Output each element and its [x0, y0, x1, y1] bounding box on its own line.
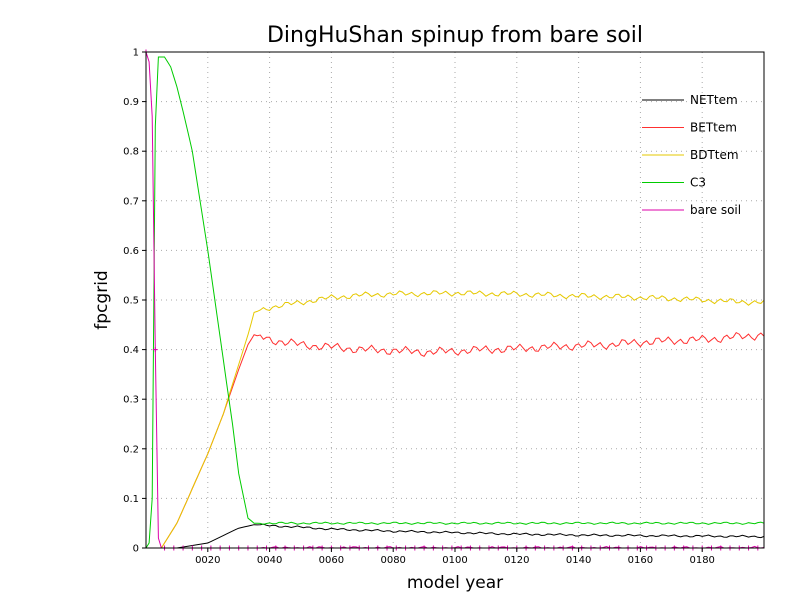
y-tick-label: 0.2 — [123, 444, 139, 455]
series-line-c3 — [145, 56, 765, 549]
series-line-bettem — [146, 331, 765, 549]
y-axis-label: fpcgrid — [92, 270, 112, 329]
x-tick-label: 0180 — [689, 555, 714, 566]
y-tick-label: 1 — [133, 48, 139, 59]
x-tick-label: 0080 — [380, 555, 405, 566]
x-tick-label: 0100 — [442, 555, 467, 566]
legend-label: BETtem — [690, 121, 737, 135]
series-line-nettem — [146, 523, 765, 549]
y-tick-label: 0.8 — [123, 147, 139, 158]
x-tick-label: 0060 — [319, 555, 344, 566]
y-tick-label: 0.9 — [123, 97, 139, 108]
y-tick-label: 0.3 — [123, 395, 139, 406]
y-tick-label: 0 — [133, 544, 139, 555]
x-tick-label: 0140 — [566, 555, 591, 566]
y-tick-label: 0.1 — [123, 494, 139, 505]
x-tick-label: 0120 — [504, 555, 529, 566]
legend: NETtem BETtem BDTtem C3 bare soil — [642, 93, 741, 217]
legend-label: BDTtem — [690, 148, 739, 162]
series-marker-bare-soil — [152, 347, 158, 353]
series-line-bdttem — [146, 290, 765, 549]
y-tick-label: 0.7 — [123, 196, 139, 207]
legend-label: bare soil — [690, 203, 741, 217]
y-tick-label: 0.5 — [123, 296, 139, 307]
x-tick-label: 0160 — [628, 555, 653, 566]
grid — [146, 52, 764, 548]
axis-ticks: 0 0.1 0.2 0.3 0.4 0.5 0.6 0.7 0.8 0.9 1 0020 0040 006… — [123, 48, 715, 567]
legend-label: NETtem — [690, 93, 738, 107]
x-tick-label: 0020 — [195, 555, 220, 566]
x-axis-label: model year — [407, 573, 503, 593]
y-tick-label: 0.6 — [123, 246, 139, 257]
x-tick-label: 0040 — [257, 555, 282, 566]
y-tick-label: 0.4 — [123, 345, 139, 356]
chart-title: DingHuShan spinup from bare soil — [267, 23, 643, 48]
legend-label: C3 — [690, 176, 706, 190]
